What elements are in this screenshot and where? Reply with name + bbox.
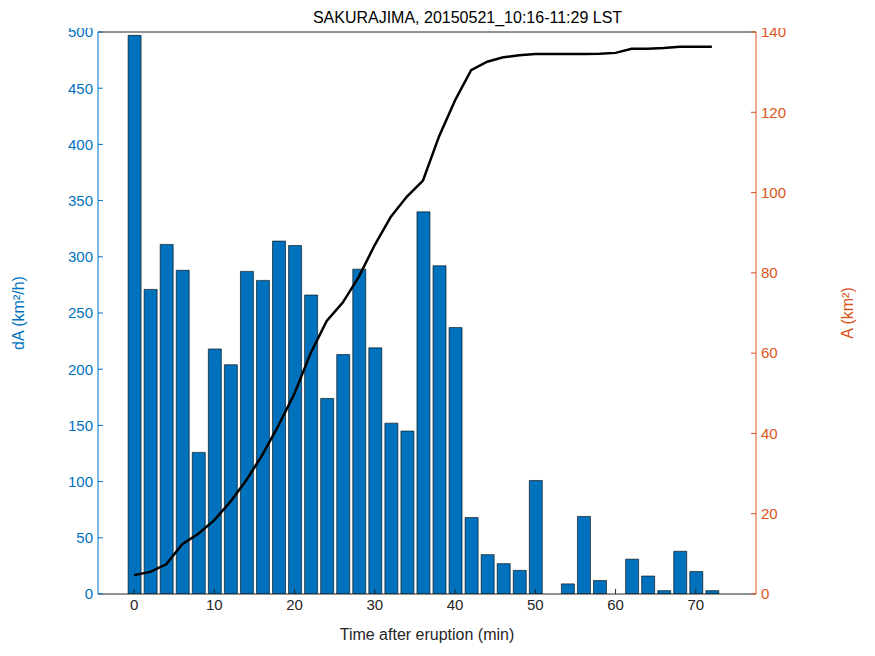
svg-text:A (km²): A (km²)	[839, 287, 856, 339]
svg-text:30: 30	[366, 596, 383, 613]
svg-text:dA (km²/h): dA (km²/h)	[10, 276, 27, 350]
svg-text:20: 20	[761, 505, 778, 522]
svg-text:140: 140	[761, 28, 786, 40]
svg-text:70: 70	[687, 596, 704, 613]
svg-text:400: 400	[68, 136, 93, 153]
svg-text:150: 150	[68, 417, 93, 434]
svg-text:120: 120	[761, 104, 786, 121]
svg-text:250: 250	[68, 304, 93, 321]
svg-text:100: 100	[68, 473, 93, 490]
svg-text:40: 40	[447, 596, 464, 613]
svg-text:0: 0	[761, 585, 769, 602]
svg-text:0: 0	[85, 585, 93, 602]
svg-text:20: 20	[286, 596, 303, 613]
svg-text:10: 10	[206, 596, 223, 613]
svg-text:50: 50	[76, 529, 93, 546]
svg-text:350: 350	[68, 192, 93, 209]
svg-text:450: 450	[68, 80, 93, 97]
svg-text:Time after eruption (min): Time after eruption (min)	[340, 626, 515, 643]
html-text:SAKURAJIMA, 20150521_10:16-11:: SAKURAJIMA, 20150521_10:16-11:29 LST	[312, 9, 623, 26]
svg-text:500: 500	[68, 28, 93, 40]
svg-text:60: 60	[607, 596, 624, 613]
svg-text:200: 200	[68, 361, 93, 378]
svg-text:50: 50	[527, 596, 544, 613]
svg-text:0: 0	[130, 596, 138, 613]
svg-text:100: 100	[761, 184, 786, 201]
svg-text:40: 40	[761, 425, 778, 442]
svg-text:60: 60	[761, 344, 778, 361]
svg-text:300: 300	[68, 248, 93, 265]
svg-text:80: 80	[761, 264, 778, 281]
